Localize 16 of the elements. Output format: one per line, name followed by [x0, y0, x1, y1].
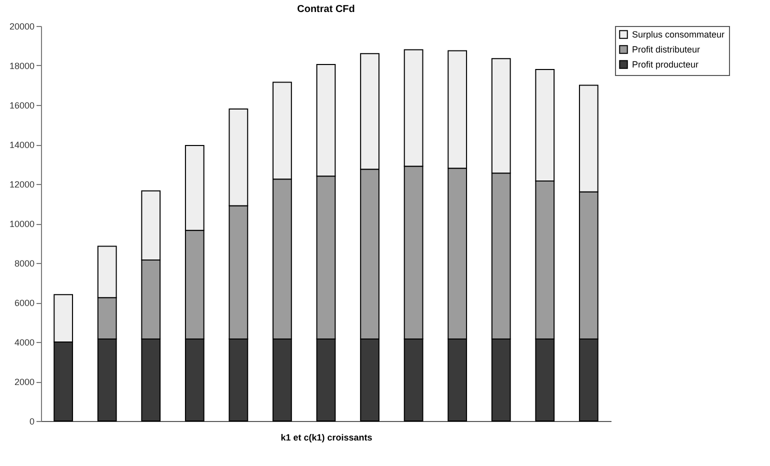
x-axis-title: k1 et c(k1) croissants	[280, 432, 372, 442]
y-tick-label: 20000	[9, 22, 34, 32]
legend-label: Profit producteur	[632, 60, 699, 70]
y-tick-label: 6000	[14, 298, 34, 308]
y-tick-label: 4000	[14, 338, 34, 348]
legend-label: Surplus consommateur	[632, 30, 725, 40]
y-tick-label: 14000	[9, 140, 34, 150]
y-tick-label: 16000	[9, 100, 34, 110]
y-tick-label: 10000	[9, 219, 34, 229]
chart-title: Contrat CFd	[297, 4, 355, 15]
y-tick-label: 8000	[14, 258, 34, 268]
legend-label: Profit distributeur	[632, 44, 700, 54]
y-tick-label: 0	[29, 416, 34, 426]
y-tick-label: 2000	[14, 377, 34, 387]
y-tick-label: 12000	[9, 180, 34, 190]
y-tick-label: 18000	[9, 61, 34, 71]
